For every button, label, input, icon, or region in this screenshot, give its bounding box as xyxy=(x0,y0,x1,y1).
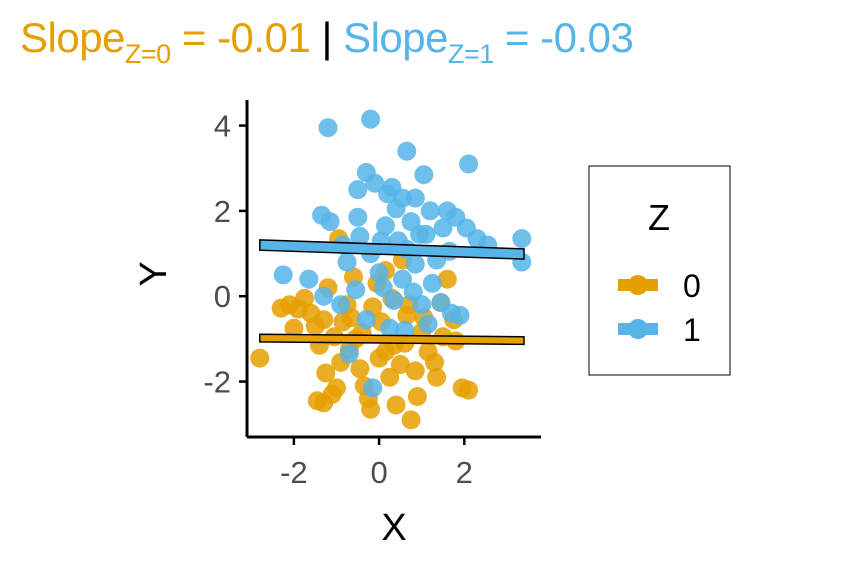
data-point-z1 xyxy=(450,305,470,325)
data-point-z1 xyxy=(320,212,340,232)
data-point-z1 xyxy=(405,188,425,208)
data-point-z0 xyxy=(327,378,346,398)
x-axis-label: X xyxy=(381,507,406,549)
slope-z0-label: SlopeZ=0 = -0.01 xyxy=(20,14,311,69)
y-tick-label: -2 xyxy=(203,365,231,400)
data-point-z1 xyxy=(314,286,334,306)
data-point-z1 xyxy=(459,154,479,174)
data-point-z0 xyxy=(369,348,389,368)
regression-band-z1 xyxy=(259,239,525,260)
regression-band-z0 xyxy=(259,333,525,346)
data-point-z1 xyxy=(365,173,385,193)
data-point-z1 xyxy=(393,269,412,289)
data-point-z1 xyxy=(337,252,357,272)
data-point-z0 xyxy=(459,380,479,400)
data-point-z1 xyxy=(339,344,359,364)
data-point-z1 xyxy=(363,378,383,398)
data-point-z0 xyxy=(341,308,361,328)
data-point-z0 xyxy=(380,367,400,387)
data-point-z0 xyxy=(307,391,327,411)
data-point-z0 xyxy=(407,387,427,406)
data-point-z0 xyxy=(316,363,336,383)
data-point-z1 xyxy=(373,278,393,298)
data-point-z1 xyxy=(405,254,425,274)
chart-title: SlopeZ=0 = -0.01 | SlopeZ=1 = -0.03 xyxy=(20,14,634,69)
data-point-z1 xyxy=(350,227,370,246)
data-point-z1 xyxy=(416,224,436,244)
data-point-z1 xyxy=(356,310,376,330)
data-point-z1 xyxy=(348,180,368,200)
legend-title: Z xyxy=(648,197,670,238)
data-point-z1 xyxy=(369,263,389,283)
data-point-z1 xyxy=(384,291,404,310)
data-points xyxy=(250,109,532,430)
data-point-z1 xyxy=(433,218,453,238)
data-point-z1 xyxy=(412,295,432,315)
data-point-z0 xyxy=(427,367,447,387)
data-point-z1 xyxy=(348,207,368,227)
data-point-z1 xyxy=(380,318,400,338)
slope-z1-label: SlopeZ=1 = -0.03 xyxy=(343,14,634,69)
data-point-z1 xyxy=(437,201,457,221)
data-point-z1 xyxy=(331,295,351,315)
data-point-z0 xyxy=(405,361,425,381)
data-point-z0 xyxy=(425,352,444,372)
data-point-z0 xyxy=(397,305,417,325)
legend-label-z0: 0 xyxy=(683,268,701,304)
legend-box xyxy=(588,165,731,376)
regression-lines xyxy=(259,239,525,346)
x-tick-label: 0 xyxy=(370,455,387,490)
y-tick-label: 2 xyxy=(214,194,231,229)
legend-key-point-z0 xyxy=(628,275,648,295)
data-point-z0 xyxy=(390,355,410,374)
data-point-z1 xyxy=(376,216,395,236)
x-tick-label: 2 xyxy=(456,455,473,490)
data-point-z1 xyxy=(382,177,402,197)
data-point-z0 xyxy=(314,310,334,330)
data-point-z1 xyxy=(414,165,434,185)
data-point-z1 xyxy=(397,141,417,161)
data-point-z1 xyxy=(422,273,442,293)
data-point-z1 xyxy=(512,229,532,249)
data-point-z0 xyxy=(386,395,406,415)
x-tick-label: -2 xyxy=(280,455,308,490)
data-point-z1 xyxy=(361,109,381,129)
data-point-z0 xyxy=(250,348,270,368)
data-point-z0 xyxy=(295,288,314,308)
data-point-z0 xyxy=(350,359,370,379)
legend: Z 0 1 xyxy=(588,165,731,376)
data-point-z0 xyxy=(361,399,381,419)
legend-label-z1: 1 xyxy=(683,312,701,348)
legend-key-point-z1 xyxy=(628,319,648,339)
axes: -2 0 2 -2 0 2 4 xyxy=(203,100,541,490)
data-point-z1 xyxy=(418,314,438,334)
data-point-z0 xyxy=(401,410,421,430)
data-point-z0 xyxy=(437,269,457,289)
y-tick-label: 4 xyxy=(214,109,231,144)
data-point-z1 xyxy=(318,118,338,138)
y-tick-label: 0 xyxy=(214,279,231,314)
data-point-z1 xyxy=(299,269,319,289)
data-point-z1 xyxy=(420,201,440,221)
data-point-z1 xyxy=(346,280,366,300)
data-point-z0 xyxy=(284,318,304,338)
data-point-z1 xyxy=(273,265,293,285)
y-axis-label: Y xyxy=(133,261,175,286)
title-separator: | xyxy=(310,14,344,61)
